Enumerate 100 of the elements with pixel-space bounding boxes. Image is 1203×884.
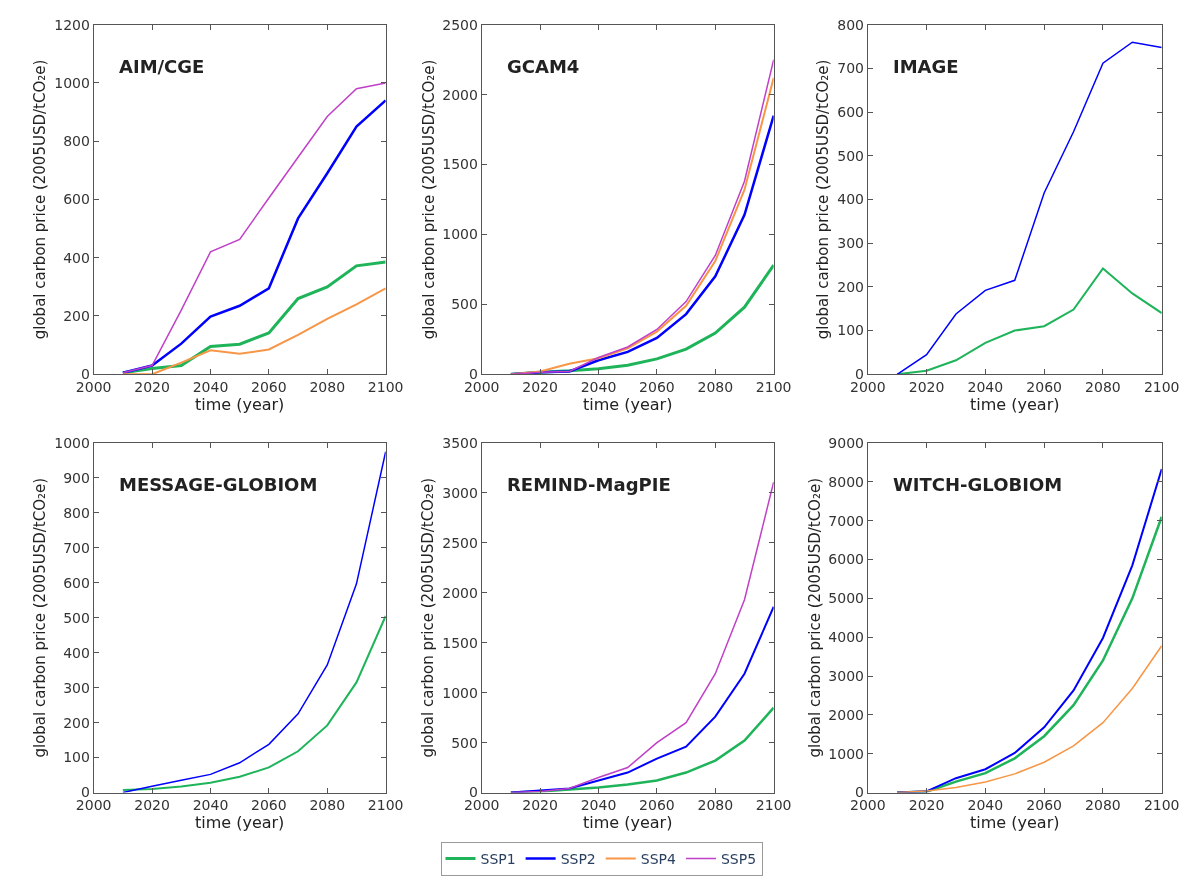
x-tick-label: 2040 xyxy=(967,379,1004,396)
x-tick-label: 2060 xyxy=(251,797,287,814)
legend-label: SSP5 xyxy=(720,851,757,868)
y-tick-label: 600 xyxy=(63,191,90,208)
y-axis-title: global carbon price (2005USD/tCO₂e) xyxy=(31,59,50,340)
y-tick-label: 1000 xyxy=(54,74,90,91)
y-axis-title: global carbon price (2005USD/tCO₂e) xyxy=(805,477,824,758)
x-tick-label: 2080 xyxy=(309,379,346,396)
y-tick-label: 400 xyxy=(837,191,864,208)
x-axis-title: time (year) xyxy=(194,813,285,833)
y-tick-label: 2500 xyxy=(442,16,478,33)
x-tick-label: 2040 xyxy=(580,379,617,396)
y-tick-label: 6000 xyxy=(828,551,864,568)
x-axis-title: time (year) xyxy=(582,813,673,833)
x-tick-label: 2100 xyxy=(367,379,404,396)
text: WITCH-GLOBIOM xyxy=(893,474,1063,495)
y-tick-label: 0 xyxy=(468,784,478,801)
y-tick-label: 800 xyxy=(837,16,864,33)
line-series xyxy=(122,450,386,793)
text: REMIND-MagPIE xyxy=(507,474,671,495)
y-tick-label: 400 xyxy=(63,644,90,661)
x-tick-label: 2060 xyxy=(1026,797,1062,814)
y-tick-label: 600 xyxy=(63,574,90,591)
x-tick-label: 2100 xyxy=(755,797,792,814)
x-tick-label: 2100 xyxy=(755,379,792,396)
y-tick-label: 100 xyxy=(837,322,864,339)
y-tick-label: 0 xyxy=(80,784,90,801)
text: IMAGE xyxy=(893,56,959,77)
y-tick-label: 8000 xyxy=(828,473,864,490)
y-tick-label: 0 xyxy=(855,784,864,801)
y-tick-label: 600 xyxy=(837,103,864,120)
y-tick-label: 0 xyxy=(855,366,864,383)
x-tick-label: 2040 xyxy=(192,797,229,814)
y-tick-label: 2000 xyxy=(828,706,864,723)
x-tick-label: 2100 xyxy=(367,797,404,814)
x-axis-title: time (year) xyxy=(970,395,1060,415)
x-tick-label: 2060 xyxy=(1026,379,1062,396)
y-tick-label: 400 xyxy=(63,249,90,266)
y-tick-label: 200 xyxy=(63,307,90,324)
x-tick-label: 2040 xyxy=(967,797,1004,814)
y-tick-label: 0 xyxy=(80,366,90,383)
x-tick-label: 2060 xyxy=(251,379,287,396)
x-tick-label: 2020 xyxy=(134,797,170,814)
x-tick-label: 2060 xyxy=(639,379,675,396)
y-tick-label: 2500 xyxy=(442,534,478,551)
x-tick-label: 2020 xyxy=(908,797,945,814)
line-series xyxy=(896,41,1162,375)
x-tick-label: 2080 xyxy=(697,379,734,396)
x-tick-label: 2020 xyxy=(522,379,558,396)
text: MESSAGE-GLOBIOM xyxy=(119,474,318,495)
y-tick-label: 100 xyxy=(63,749,90,766)
y-tick-label: 2000 xyxy=(442,584,478,601)
y-tick-label: 900 xyxy=(63,469,90,486)
x-tick-label: 2080 xyxy=(1085,379,1121,396)
x-tick-label: 2040 xyxy=(192,379,229,396)
y-tick-label: 3000 xyxy=(442,484,478,501)
y-axis-title: global carbon price (2005USD/tCO₂e) xyxy=(419,477,438,758)
y-tick-label: 500 xyxy=(63,609,90,626)
y-tick-label: 200 xyxy=(63,714,90,731)
y-tick-label: 500 xyxy=(451,734,478,751)
x-tick-label: 2020 xyxy=(134,379,170,396)
line-series xyxy=(509,605,774,793)
y-tick-label: 800 xyxy=(63,504,90,521)
y-tick-label: 300 xyxy=(63,679,90,696)
y-tick-label: 500 xyxy=(451,296,478,313)
y-tick-label: 700 xyxy=(63,539,90,556)
x-tick-label: 2100 xyxy=(1143,797,1180,814)
x-tick-label: 2100 xyxy=(1143,379,1180,396)
y-tick-label: 800 xyxy=(63,133,90,150)
x-tick-label: 2040 xyxy=(580,797,617,814)
y-tick-label: 2000 xyxy=(442,86,478,103)
x-tick-label: 2080 xyxy=(1085,797,1121,814)
y-axis-title: global carbon price (2005USD/tCO₂e) xyxy=(814,59,833,340)
y-tick-label: 1000 xyxy=(54,434,90,451)
y-tick-label: 300 xyxy=(837,235,864,252)
x-axis-title: time (year) xyxy=(970,813,1060,833)
x-tick-label: 2080 xyxy=(697,797,734,814)
y-tick-label: 1200 xyxy=(54,16,90,33)
x-axis-title: time (year) xyxy=(194,395,285,415)
y-axis-title: global carbon price (2005USD/tCO₂e) xyxy=(31,477,50,758)
y-tick-label: 5000 xyxy=(828,590,864,607)
y-tick-label: 200 xyxy=(837,278,864,295)
y-tick-label: 1000 xyxy=(442,684,478,701)
y-tick-label: 9000 xyxy=(828,434,864,451)
y-tick-label: 0 xyxy=(468,366,478,383)
y-tick-label: 1000 xyxy=(442,226,478,243)
y-tick-label: 3000 xyxy=(828,667,864,684)
x-axis-title: time (year) xyxy=(582,395,673,415)
x-tick-label: 2020 xyxy=(908,379,945,396)
y-tick-label: 7000 xyxy=(828,512,864,529)
legend-label: SSP1 xyxy=(480,851,516,868)
y-axis-title: global carbon price (2005USD/tCO₂e) xyxy=(419,59,438,340)
y-tick-label: 1500 xyxy=(442,156,478,173)
y-tick-label: 3500 xyxy=(442,434,478,451)
y-tick-label: 1500 xyxy=(442,634,478,651)
y-tick-label: 1000 xyxy=(828,745,864,762)
line-series xyxy=(121,287,386,375)
text: AIM/CGE xyxy=(119,56,205,77)
y-tick-label: 500 xyxy=(837,147,864,164)
line-series xyxy=(121,615,386,792)
